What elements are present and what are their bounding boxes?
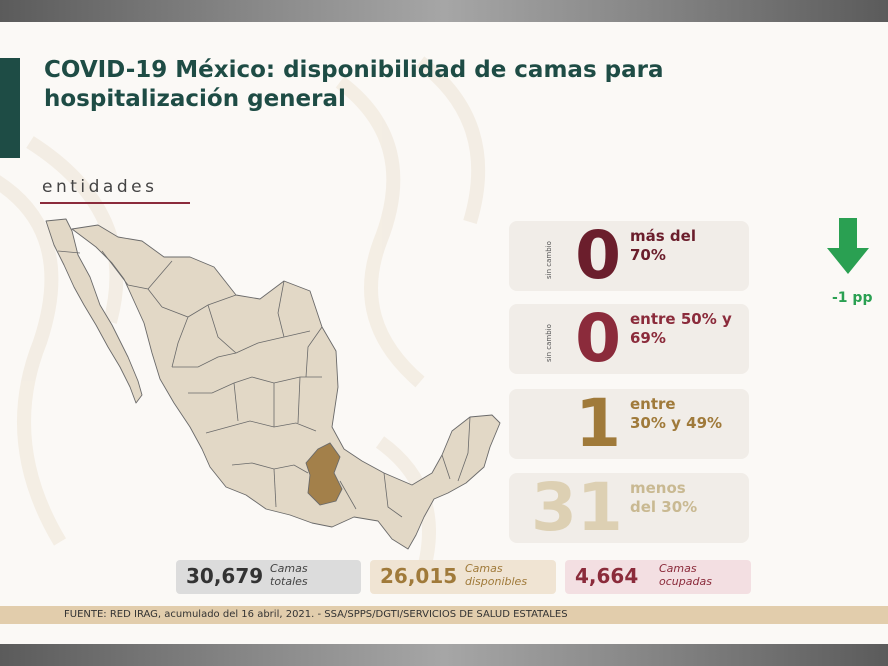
title-line-1: COVID-19 México: disponibilidad de camas… [44, 57, 664, 83]
card-description-line-2: 70% [630, 246, 666, 264]
card-count: 1 [575, 385, 621, 462]
accent-bar [0, 58, 20, 158]
section-label: entidades [42, 177, 158, 197]
card-description-line-2: 69% [630, 329, 666, 347]
card-description: menos del 30% [630, 479, 697, 517]
stat-label-line-2: ocupadas [659, 575, 712, 588]
highlighted-state [305, 442, 343, 506]
card-description-line-1: más del [630, 227, 696, 245]
section-underline [40, 202, 190, 204]
availability-card-30-49: 1 entre 30% y 49% [509, 385, 749, 462]
stat-label: Camas totales [270, 562, 308, 588]
card-description-line-2: del 30% [630, 498, 698, 516]
stat-available-beds: 26,015 Camas disponibles [370, 560, 556, 594]
stat-label-line-1: Camas [270, 562, 308, 575]
mexico-states-map [45, 218, 501, 550]
source-footer: FUENTE: RED IRAG, acumulado del 16 abril… [0, 606, 888, 624]
stat-total-beds: 30,679 Camas totales [176, 560, 361, 594]
card-description: entre 30% y 49% [630, 395, 722, 433]
stat-number: 30,679 [186, 564, 264, 588]
stat-number: 26,015 [380, 564, 458, 588]
slide: COVID-19 México: disponibilidad de camas… [0, 22, 888, 644]
stat-label-line-2: totales [270, 575, 308, 588]
title-line-2: hospitalización general [44, 86, 346, 112]
stat-label: Camas disponibles [465, 562, 527, 588]
stat-label-line-2: disponibles [465, 575, 528, 588]
card-description-line-1: menos [630, 479, 686, 497]
card-count: 0 [575, 217, 621, 294]
card-description: entre 50% y 69% [630, 310, 732, 348]
stat-number: 4,664 [575, 564, 639, 588]
card-description: más del 70% [630, 227, 696, 265]
baja-california-peninsula [45, 218, 143, 404]
availability-card-50-69: sin cambio 0 entre 50% y 69% [509, 300, 749, 377]
stat-label: Camas ocupadas [659, 562, 712, 588]
stat-label-line-1: Camas [465, 562, 503, 575]
card-count: 0 [575, 300, 621, 377]
slide-title: COVID-19 México: disponibilidad de camas… [44, 56, 764, 114]
card-description-line-2: 30% y 49% [630, 414, 723, 432]
arrow-down-icon [827, 218, 869, 274]
mainland-mexico [71, 224, 501, 550]
card-description-line-1: entre 50% y [630, 310, 732, 328]
card-description-line-1: entre [630, 395, 676, 413]
availability-card-under-30: 31 menos del 30% [509, 469, 749, 546]
trend-label: -1 pp [832, 290, 873, 306]
card-count: 31 [531, 469, 623, 546]
availability-card-over-70: sin cambio 0 más del 70% [509, 217, 749, 294]
stat-occupied-beds: 4,664 Camas ocupadas [565, 560, 751, 594]
stat-label-line-1: Camas [659, 562, 697, 575]
